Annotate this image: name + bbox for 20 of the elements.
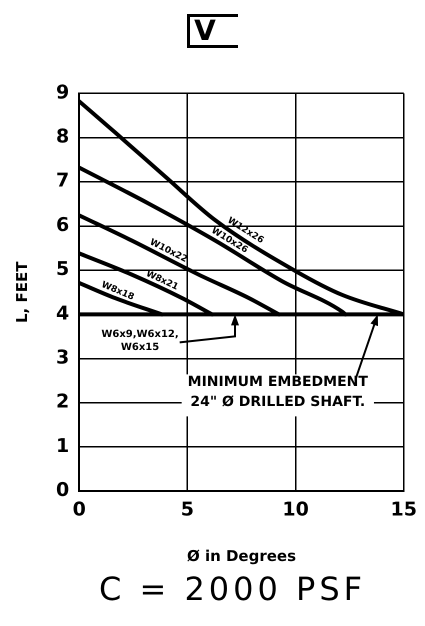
annotation: W6x9,W6x12, W6x15 <box>101 328 179 353</box>
text: C = 2000 PSF <box>98 570 368 608</box>
x-tick-label: 0 <box>72 498 86 521</box>
y-tick-label: 4 <box>56 302 70 324</box>
x-axis-title: Ø in Degrees <box>186 546 296 565</box>
y-tick-label: 1 <box>56 434 70 457</box>
y-tick-label: 0 <box>56 479 70 502</box>
x-tick-label: 15 <box>390 498 418 521</box>
y-tick-label: 8 <box>56 126 70 148</box>
y-tick-label: 7 <box>56 170 70 192</box>
chart-title: V <box>187 14 238 48</box>
y-tick-label: 6 <box>56 214 70 236</box>
y-tick-label: 3 <box>56 346 70 369</box>
x-tick-label: 5 <box>180 498 194 521</box>
y-tick-label: 2 <box>56 390 70 413</box>
x-tick-label: 10 <box>282 498 309 521</box>
y-tick-label: 9 <box>56 81 70 104</box>
y-axis-title: L, FEET <box>12 260 31 324</box>
y-tick-label: 5 <box>56 258 70 280</box>
annotation: MINIMUM EMBEDMENT 24" Ø DRILLED SHAFT. <box>188 374 368 410</box>
